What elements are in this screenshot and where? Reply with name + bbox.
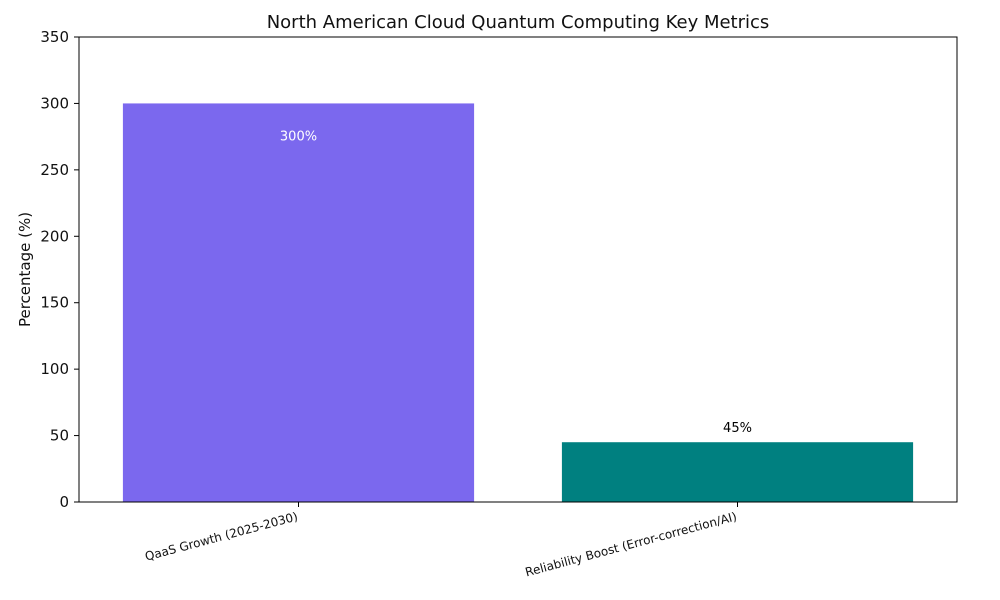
bar-value-label-1: 300% — [280, 129, 317, 144]
chart-title: North American Cloud Quantum Computing K… — [267, 12, 770, 33]
plot-area: 300% QaaS Growth (2025-2030) 45% Reliabilit… — [40, 28, 958, 579]
y-tick-label-150: 150 — [40, 294, 69, 312]
x-tick-label-1: QaaS Growth (2025-2030) — [143, 509, 299, 563]
y-tick-label-50: 50 — [50, 427, 69, 445]
bar-value-label-2: 45% — [723, 421, 752, 436]
y-tick-label-200: 200 — [40, 227, 69, 245]
y-tick-label-100: 100 — [40, 360, 69, 378]
bar-2 — [561, 442, 914, 502]
x-tick-label-2: Reliability Boost (Error-correction/AI) — [524, 509, 739, 579]
y-tick-label-250: 250 — [40, 161, 69, 179]
y-tick-label-350: 350 — [40, 28, 69, 46]
y-axis-label: Percentage (%) — [16, 212, 34, 327]
bar-1 — [122, 103, 475, 502]
y-tick-label-300: 300 — [40, 94, 69, 112]
y-tick-label-0: 0 — [59, 493, 69, 511]
plot-frame — [78, 36, 958, 503]
